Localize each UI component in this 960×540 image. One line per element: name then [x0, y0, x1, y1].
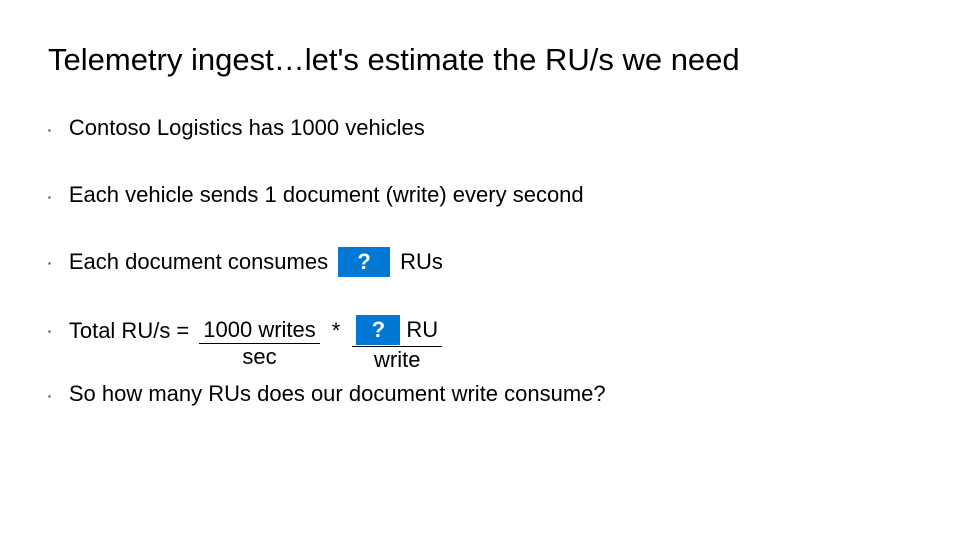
bullet-2-text: Each vehicle sends 1 document (write) ev…: [69, 181, 584, 210]
bullet-4: Total RU/s = 1000 writes sec * ? RU writ…: [48, 315, 912, 372]
bullet-3-prefix: Each document consumes: [69, 248, 328, 277]
unknown-box-2: ?: [356, 315, 400, 345]
multiply-symbol: *: [332, 317, 341, 346]
bullet-1-text: Contoso Logistics has 1000 vehicles: [69, 114, 425, 143]
fraction-2-numerator: ? RU: [352, 315, 442, 346]
bullet-2: Each vehicle sends 1 document (write) ev…: [48, 181, 912, 210]
equation-row: Total RU/s = 1000 writes sec * ? RU writ…: [69, 315, 446, 372]
bullet-3-suffix: RUs: [400, 248, 443, 277]
slide-title: Telemetry ingest…let's estimate the RU/s…: [48, 42, 912, 78]
fraction-1-denominator: sec: [238, 344, 280, 369]
fraction-1: 1000 writes sec: [199, 318, 320, 369]
fraction-1-numerator: 1000 writes: [199, 318, 320, 343]
unknown-box-1: ?: [338, 247, 390, 277]
bullet-list: Contoso Logistics has 1000 vehicles Each…: [48, 114, 912, 409]
equation-lead: Total RU/s =: [69, 317, 189, 346]
fraction-2: ? RU write: [352, 315, 442, 372]
bullet-3: Each document consumes ? RUs: [48, 247, 912, 277]
bullet-1: Contoso Logistics has 1000 vehicles: [48, 114, 912, 143]
fraction-2-numerator-suffix: RU: [406, 318, 438, 342]
bullet-5: So how many RUs does our document write …: [48, 380, 912, 409]
bullet-5-text: So how many RUs does our document write …: [69, 380, 606, 409]
fraction-2-denominator: write: [370, 347, 424, 372]
slide-container: Telemetry ingest…let's estimate the RU/s…: [0, 0, 960, 409]
